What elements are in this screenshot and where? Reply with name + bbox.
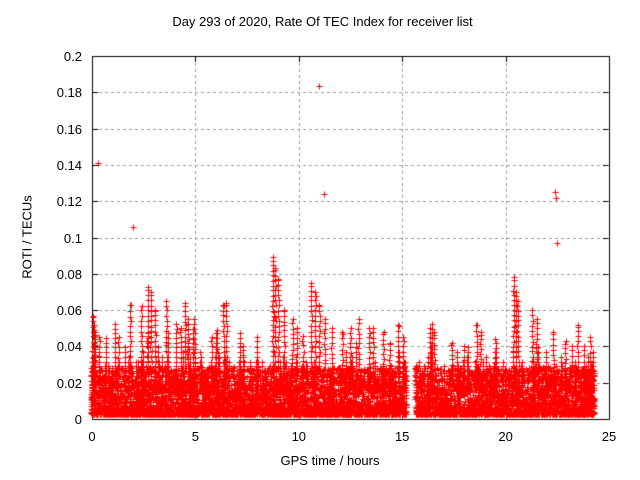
y-tick-label: 0.2 (63, 49, 82, 64)
y-tick-label: 0.04 (56, 339, 82, 355)
x-tick-label: 15 (394, 429, 410, 444)
x-tick-label: 5 (191, 429, 199, 444)
y-tick-label: 0 (74, 412, 82, 427)
x-tick-label: 0 (88, 429, 96, 444)
y-tick-label: 0.16 (56, 121, 82, 137)
chart-title: Day 293 of 2020, Rate Of TEC Index for r… (172, 14, 473, 29)
x-tick-label: 10 (291, 429, 307, 444)
y-tick-label: 0.08 (56, 266, 82, 282)
x-axis-label: GPS time / hours (280, 453, 380, 468)
y-tick-label: 0.18 (56, 85, 82, 101)
y-tick-label: 0.12 (56, 194, 82, 210)
y-tick-label: 0.02 (56, 375, 82, 391)
y-tick-label: 0.14 (56, 157, 82, 173)
y-tick-label: 0.06 (56, 303, 82, 319)
x-tick-label: 25 (601, 429, 617, 444)
x-tick-label: 20 (498, 429, 513, 444)
y-tick-label: 0.1 (63, 230, 82, 246)
